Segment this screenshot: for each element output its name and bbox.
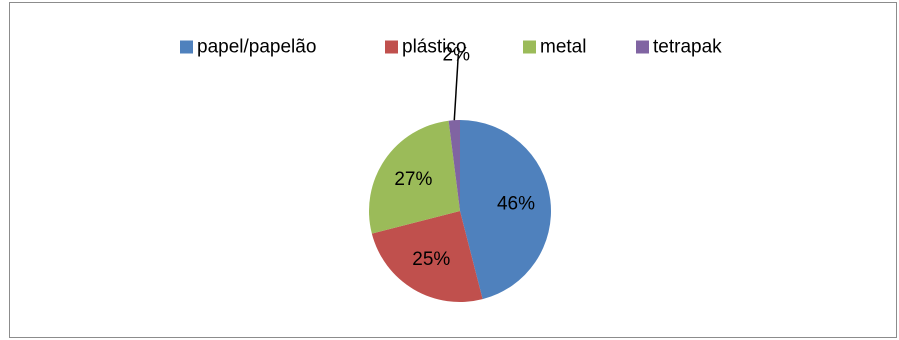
leader-line-3 [453,54,460,121]
slice-labels: 46% 25% 27% 2% [394,45,535,271]
leader-lines [453,54,460,121]
slice-label-3: 2% [443,45,471,66]
slice-label-0: 46% [497,193,535,214]
pie-slice-3 [448,120,460,211]
legend-swatch-2 [523,40,536,54]
slice-label-1: 25% [412,249,450,270]
legend-label-1: plástico [402,37,466,58]
legend-label-2: metal [540,37,586,58]
legend-label-3: tetrapak [653,37,722,58]
legend-swatch-0 [180,40,193,54]
pie-slice-0 [460,120,552,300]
pie-slices [369,120,552,302]
pie-slice-1 [371,211,483,302]
slice-label-2: 27% [394,169,432,190]
legend-swatch-3 [636,40,649,54]
legend-swatch-1 [385,40,398,54]
pie-slice-2 [369,120,460,234]
legend-label-0: papel/papelão [197,37,316,58]
legend: papel/papelão plástico metal tetrapak [180,37,722,58]
